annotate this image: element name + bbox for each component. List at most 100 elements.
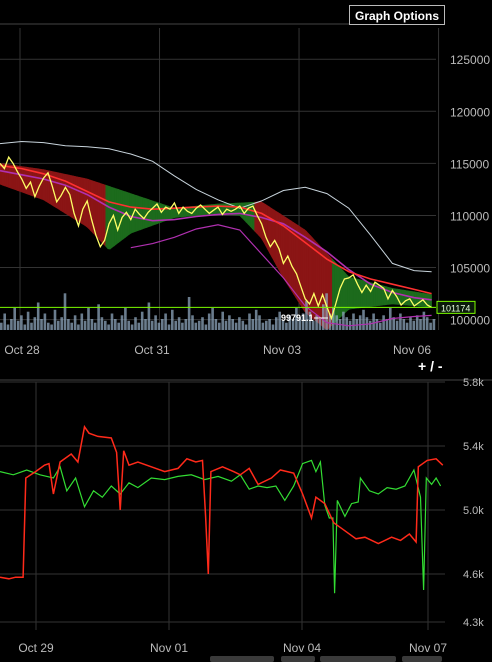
x-tick-label: Nov 03 — [263, 343, 301, 357]
band-fill — [8, 164, 12, 189]
scroll-tab[interactable] — [402, 656, 442, 662]
y-tick-label: 105000 — [450, 262, 490, 276]
volume-bar — [137, 322, 141, 330]
band-fill — [273, 209, 277, 266]
volume-bar — [328, 313, 332, 330]
volume-bar — [268, 319, 271, 330]
volume-bar — [248, 313, 251, 330]
volume-bars — [0, 293, 436, 330]
volume-bar — [298, 317, 302, 330]
graph-options-button[interactable]: Graph Options — [349, 5, 445, 25]
volume-bar — [150, 320, 154, 330]
volume-bar — [13, 308, 16, 330]
last-price-tag — [436, 300, 476, 314]
volume-bar — [77, 324, 80, 330]
scroll-tab[interactable] — [210, 656, 274, 662]
volume-bar — [107, 324, 110, 330]
volume-bar — [345, 317, 348, 330]
volume-bar — [167, 324, 171, 330]
volume-bar — [134, 317, 137, 330]
band-fill — [316, 242, 320, 325]
volume-bar — [228, 315, 231, 330]
band-fill — [144, 197, 148, 229]
volume-bar — [104, 320, 107, 330]
band-fill — [414, 291, 417, 307]
volume-bar — [419, 319, 422, 330]
volume-bar — [30, 322, 33, 330]
band-fill — [10, 164, 14, 190]
band-fill — [172, 207, 176, 219]
volume-bar — [402, 319, 406, 330]
volume-bar — [395, 320, 399, 330]
band-fill — [349, 276, 353, 310]
volume-bar — [83, 320, 87, 330]
volume-bar — [308, 311, 312, 330]
volume-bar — [197, 320, 201, 330]
volume-bar — [412, 320, 416, 330]
volume-bar — [392, 317, 395, 330]
secondary-chart[interactable]: 4.3k 4.6k 5.0k 5.4k 5.8k Oct 29 Nov 01 Nov 04 No… — [0, 370, 492, 662]
volume-bar — [70, 322, 73, 330]
volume-bar — [432, 319, 436, 330]
volume-bar — [425, 317, 429, 330]
volume-bar — [305, 300, 308, 330]
band-fill — [75, 176, 78, 222]
volume-bar — [315, 315, 318, 330]
x-tick-label: Nov 01 — [150, 641, 188, 655]
volume-bar — [124, 308, 127, 330]
volume-bar — [164, 313, 167, 330]
lower-band-line — [130, 224, 432, 327]
band-fill — [23, 166, 27, 194]
volume-bar — [130, 324, 134, 330]
price-chart[interactable]: 101174 99791.1 100000 105000 110000 115000 120… — [0, 0, 492, 370]
volume-bar — [177, 317, 181, 330]
band-fill — [271, 208, 275, 263]
volume-bar — [3, 313, 6, 330]
zoom-in-button[interactable]: + — [418, 358, 427, 374]
volume-bar — [409, 317, 412, 330]
volume-bar — [379, 322, 382, 330]
scroll-tab[interactable] — [320, 656, 396, 662]
volume-bar — [174, 320, 177, 330]
x-tick-label: Oct 28 — [4, 343, 40, 357]
band-fill — [265, 203, 268, 250]
volume-bar — [221, 311, 224, 330]
volume-bar — [40, 319, 43, 330]
price-line — [0, 155, 432, 321]
band-fill — [362, 280, 366, 308]
y-tick-label: 5.8k — [463, 377, 484, 389]
band-fill — [129, 192, 132, 235]
band-fill — [118, 189, 122, 244]
volume-bar — [57, 320, 60, 330]
volume-bar — [332, 308, 335, 330]
volume-bar — [114, 319, 117, 330]
band-fill — [353, 277, 357, 309]
volume-bar — [36, 302, 40, 330]
volume-bar — [405, 322, 409, 330]
band-fill — [114, 187, 117, 247]
low-price-annotation: 99791.1 — [281, 313, 314, 323]
volume-bar — [238, 317, 241, 330]
band-fill — [70, 175, 74, 219]
band-fill — [360, 279, 363, 309]
zoom-out-button[interactable]: - — [437, 358, 443, 374]
band-fill — [275, 210, 279, 271]
volume-bar — [187, 297, 191, 330]
volume-bar — [224, 320, 228, 330]
x-tick-label: Nov 06 — [393, 343, 431, 357]
volume-bar — [265, 320, 268, 330]
volume-bar — [335, 315, 338, 330]
volume-bar — [171, 309, 174, 330]
band-fill — [94, 181, 98, 239]
volume-bar — [157, 322, 161, 330]
volume-bar — [154, 315, 157, 330]
volume-bar — [254, 309, 258, 330]
scroll-tab[interactable] — [281, 656, 315, 662]
volume-bar — [127, 320, 130, 330]
volume-bar — [147, 302, 151, 330]
grid — [0, 28, 440, 330]
volume-bar — [362, 309, 365, 330]
volume-bar — [251, 319, 255, 330]
volume-bar — [204, 324, 208, 330]
band-fill — [319, 244, 322, 327]
